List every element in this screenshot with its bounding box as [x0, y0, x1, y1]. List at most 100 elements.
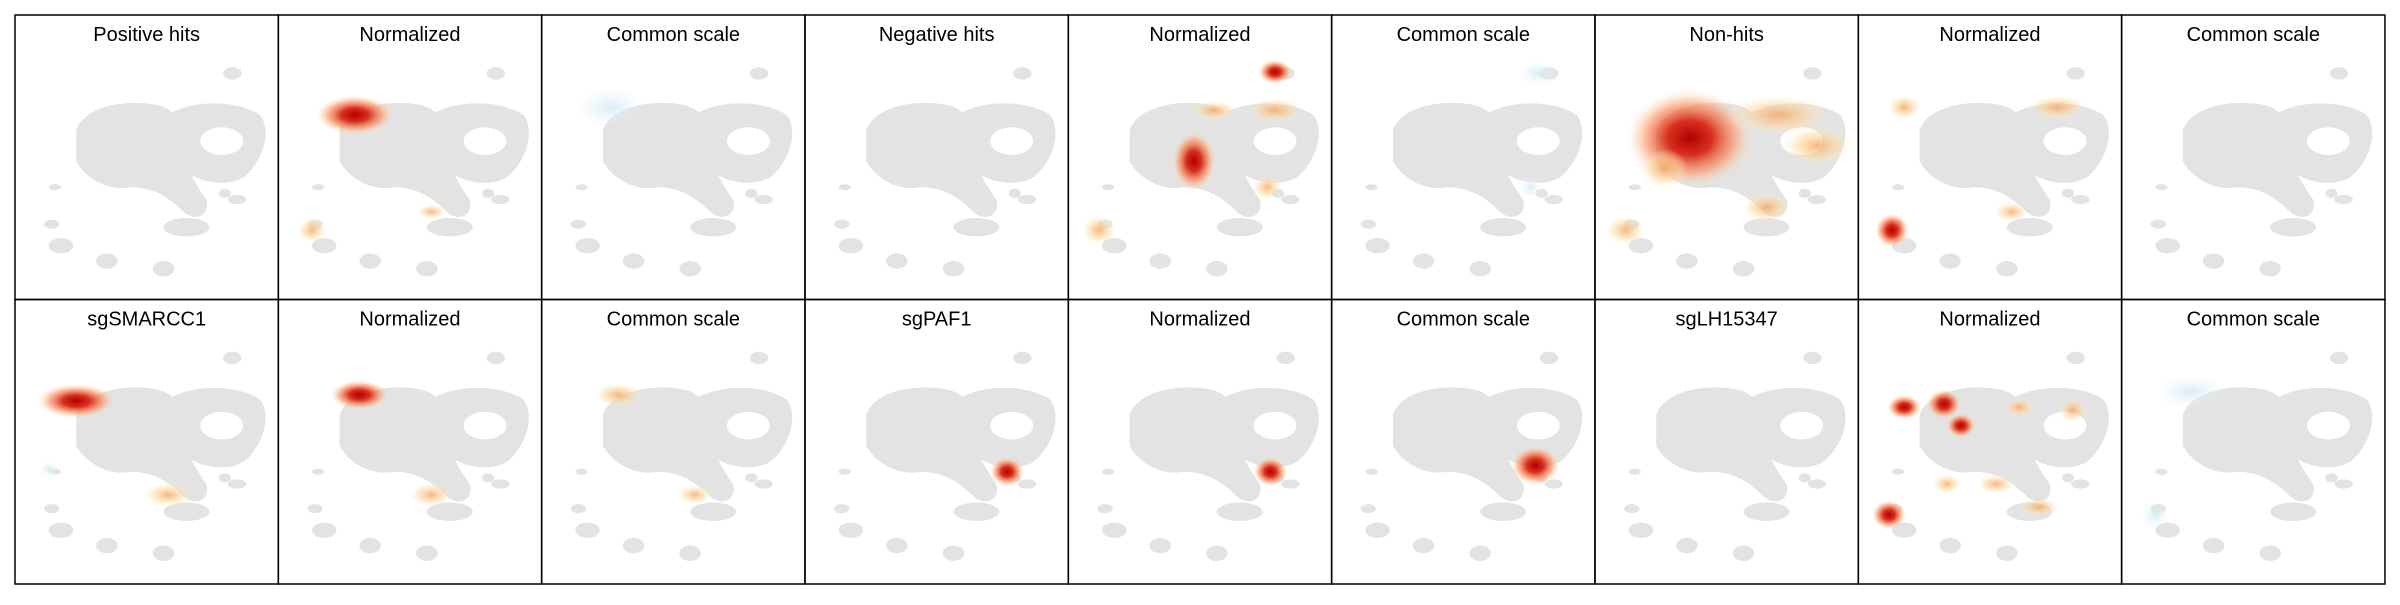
panel-title: Common scale	[1397, 24, 1530, 46]
panel-title: Normalized	[359, 309, 460, 331]
umap-background	[1624, 351, 1846, 561]
umap-plot	[307, 351, 529, 561]
panel: Common scale	[540, 14, 806, 301]
umap-plot	[834, 67, 1056, 277]
density-spot	[1994, 202, 2029, 222]
density-spot	[38, 461, 59, 477]
density-spot	[330, 380, 389, 410]
panel-title: sgLH15347	[1675, 309, 1777, 331]
density-spot	[1874, 213, 1910, 248]
density-spot	[1510, 445, 1560, 486]
density-spot	[297, 217, 327, 243]
density-spot	[989, 456, 1025, 487]
umap-plot	[44, 67, 266, 277]
density-spot	[1257, 59, 1293, 85]
panel: Non-hits	[1594, 14, 1860, 301]
density-spot	[1253, 456, 1288, 487]
panel: Positive hits	[14, 14, 280, 301]
umap-background	[44, 351, 266, 561]
density-spot	[1741, 192, 1791, 222]
umap-background	[307, 351, 529, 561]
umap-plot	[1874, 67, 2109, 277]
density-spot	[677, 484, 712, 505]
density-spot	[2019, 497, 2059, 517]
density-spot	[315, 95, 395, 135]
panel-title: Common scale	[607, 309, 740, 331]
panel-title: Normalized	[1149, 24, 1250, 46]
panel: Negative hits	[804, 14, 1070, 301]
panel-title: Non-hits	[1689, 24, 1763, 46]
panel: Normalized	[1857, 298, 2123, 585]
density-spot	[2057, 397, 2088, 423]
panel: Normalized	[277, 14, 543, 301]
density-spot	[593, 382, 643, 408]
umap-plot	[570, 351, 793, 561]
panel: Common scale	[1330, 298, 1596, 585]
umap-plot	[1624, 351, 1846, 561]
umap-background	[834, 67, 1056, 277]
umap-background	[44, 67, 266, 277]
density-spot	[1946, 413, 1976, 438]
panel-title: Normalized	[359, 24, 460, 46]
panel-title: Common scale	[1397, 309, 1530, 331]
panel: Common scale	[2120, 14, 2386, 301]
density-spot	[2156, 374, 2225, 409]
density-spot	[1171, 131, 1216, 191]
umap-plot	[37, 351, 266, 561]
density-spot	[1871, 500, 1907, 530]
density-spot	[409, 482, 454, 508]
umap-plot	[1360, 61, 1583, 277]
panel: Normalized	[1857, 14, 2123, 301]
density-spot	[2140, 500, 2171, 530]
density-spot	[1724, 95, 1833, 135]
panel-title: Common scale	[2187, 309, 2320, 331]
umap-plot	[1081, 59, 1319, 277]
umap-background	[1887, 351, 2109, 561]
density-spot	[1245, 98, 1305, 123]
density-spot	[1976, 474, 2016, 494]
umap-plot	[1360, 351, 1583, 561]
density-spot	[1518, 177, 1543, 198]
panel: Normalized	[277, 298, 543, 585]
panel-title: sgPAF1	[902, 309, 972, 331]
umap-plot	[1871, 351, 2109, 561]
umap-plot	[834, 351, 1056, 561]
panel-title: sgSMARCC1	[87, 309, 206, 331]
panel-title: Normalized	[1939, 309, 2040, 331]
umap-background	[1360, 67, 1583, 277]
density-spot	[2027, 94, 2087, 120]
density-spot	[37, 383, 116, 419]
density-spot	[1639, 149, 1689, 189]
panel-title: Negative hits	[879, 24, 995, 46]
density-spot	[1518, 61, 1558, 86]
density-spot	[1189, 100, 1239, 121]
panel: Common scale	[540, 298, 806, 585]
umap-plot	[1097, 351, 1319, 561]
umap-plot	[297, 67, 529, 277]
density-spot	[1887, 394, 1922, 420]
panel: sgSMARCC1	[14, 298, 280, 585]
density-spot	[1081, 215, 1117, 246]
panel-title: Normalized	[1149, 309, 1250, 331]
density-spot	[1926, 389, 1962, 419]
density-spot	[143, 482, 193, 508]
umap-plot	[2150, 67, 2373, 277]
umap-plot	[1606, 67, 1852, 277]
panel-border	[2120, 298, 2386, 585]
density-spot	[1887, 94, 1922, 120]
density-spot	[416, 204, 447, 220]
umap-background	[834, 351, 1056, 561]
density-spot	[2004, 397, 2034, 417]
umap-background	[1097, 351, 1319, 561]
panel: Normalized	[1067, 14, 1333, 301]
density-spot	[576, 87, 645, 127]
panel-title: Positive hits	[93, 24, 200, 46]
density-spot	[1252, 174, 1283, 200]
umap-plot	[2140, 351, 2373, 561]
density-spot	[1606, 215, 1646, 246]
panel-title: Common scale	[2187, 24, 2320, 46]
density-spot	[1932, 474, 1962, 494]
panel: Common scale	[1330, 14, 1596, 301]
